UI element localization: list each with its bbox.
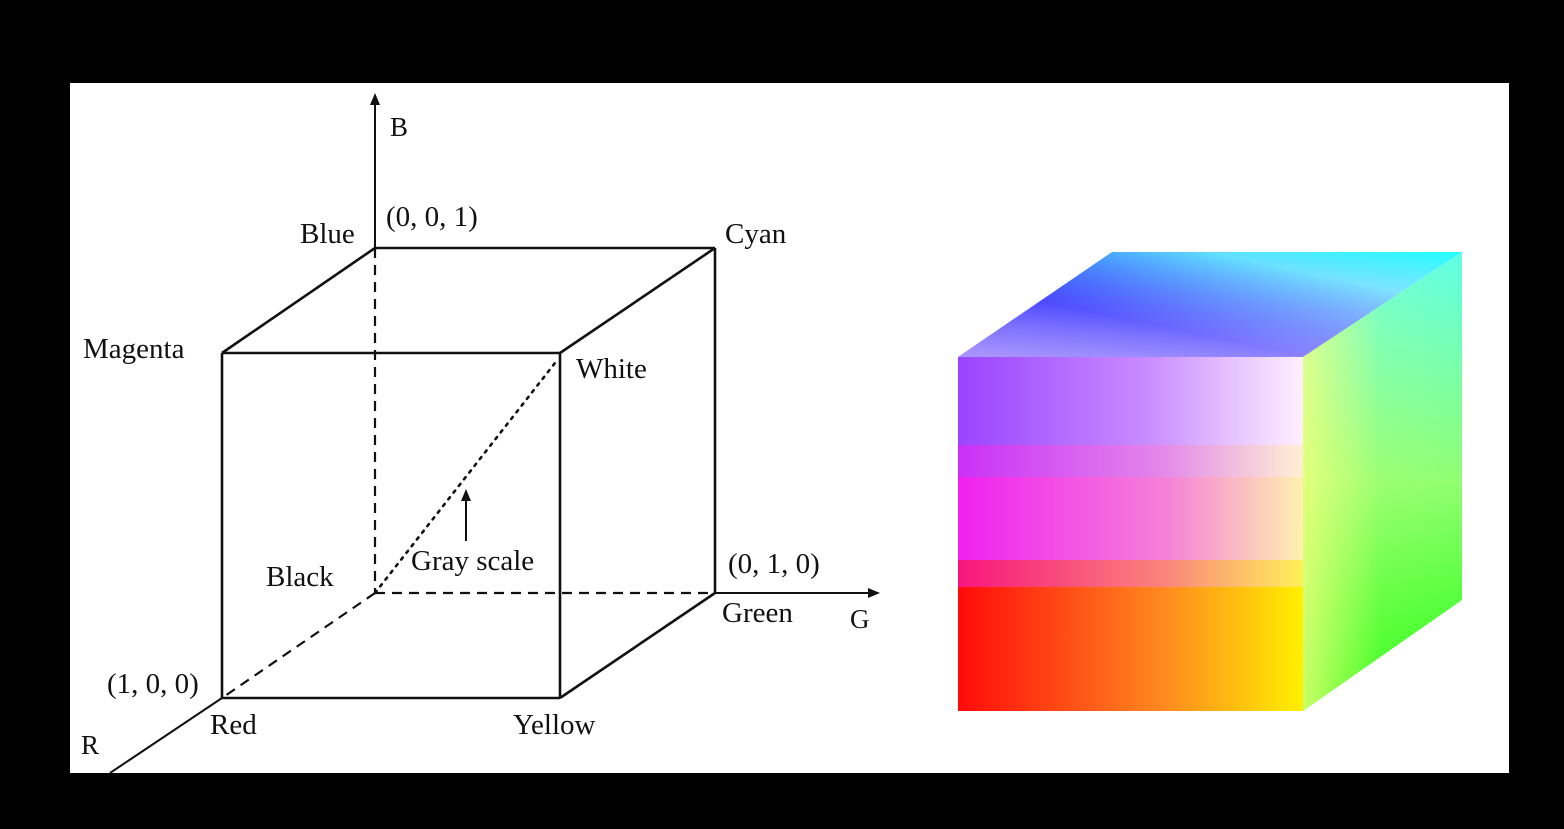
rgb-cube-wireframe: B G R (0, 0, 1) (0, 1, 0) (1, 0, 0) Blue… [81, 93, 880, 773]
vertex-label-cyan: Cyan [725, 218, 787, 250]
vertex-label-black: Black [266, 561, 334, 593]
r-axis [109, 697, 223, 773]
red-coordinate-label: (1, 0, 0) [107, 668, 199, 700]
r-axis-label: R [81, 730, 99, 760]
g-axis-label: G [850, 604, 870, 634]
blue-coordinate-label: (0, 0, 1) [386, 201, 478, 233]
vertex-label-magenta: Magenta [83, 333, 185, 365]
vertex-label-white: White [576, 353, 647, 385]
gray-scale-diagonal [373, 361, 557, 595]
green-coordinate-label: (0, 1, 0) [728, 548, 820, 580]
vertex-label-blue: Blue [300, 218, 355, 250]
gray-scale-label: Gray scale [411, 545, 534, 577]
diagram-panel: B G R (0, 0, 1) (0, 1, 0) (1, 0, 0) Blue… [70, 83, 1509, 773]
edge-magenta-blue [221, 246, 376, 355]
vertex-label-green: Green [722, 597, 793, 629]
edge-black-red [221, 592, 376, 699]
vertex-label-red: Red [210, 709, 257, 741]
vertex-label-yellow: Yellow [513, 709, 596, 741]
edge-white-cyan [559, 246, 716, 355]
edge-yellow-green [559, 591, 716, 700]
b-axis-label: B [390, 112, 408, 142]
